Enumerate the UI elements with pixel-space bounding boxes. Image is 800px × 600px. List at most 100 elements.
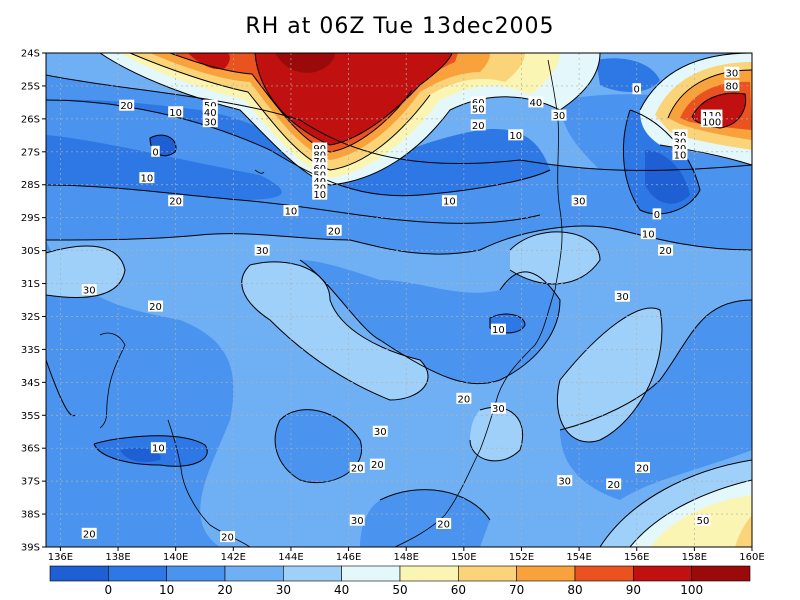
- colorbar-label: 90: [626, 583, 641, 597]
- y-tick-label: 24S: [21, 49, 40, 60]
- contour-label-bg: [436, 517, 452, 529]
- contour-label-text: 0: [654, 210, 660, 221]
- contour-label-text: 20: [169, 197, 182, 208]
- contour-label-bg: [700, 116, 723, 128]
- contour-label-text: 40: [204, 108, 217, 119]
- contour-label: 20: [456, 392, 472, 405]
- y-tick-label: 31S: [21, 279, 40, 290]
- contour-label-text: 0: [634, 85, 640, 96]
- colorbar-segment: [574, 565, 634, 582]
- contour-label: 30: [349, 514, 365, 527]
- y-axis-ticks: 24S 25S 26S 27S 28S 29S 30S 31S 32S 33S 34S 35S 36S 3…: [21, 49, 46, 554]
- colorbar-label: 40: [334, 583, 349, 597]
- contour-label-text: 20: [636, 463, 649, 474]
- contour-label: 20: [436, 517, 452, 530]
- contour-label-bg: [168, 195, 184, 207]
- contour-label: 30: [81, 284, 97, 297]
- contour-label-bg: [220, 531, 236, 543]
- contour-label-text: 50: [472, 104, 485, 115]
- contour-label: 30: [372, 425, 388, 438]
- contour-label: 50: [695, 514, 711, 527]
- y-tick-label: 38S: [21, 510, 40, 521]
- contour-label: 30: [571, 195, 587, 208]
- colorbar-segment: [691, 565, 751, 582]
- y-tick-label: 37S: [21, 477, 40, 488]
- x-tick-label: 142E: [221, 552, 246, 563]
- contour-label-text: 30: [725, 68, 738, 79]
- colorbar: 0 10 20 30 40 50 60 70 80 90 100: [49, 565, 751, 597]
- contour-label: 10: [640, 228, 656, 241]
- y-tick-label: 26S: [21, 114, 40, 125]
- x-tick-label: 138E: [105, 552, 130, 563]
- contour-label-bg: [441, 195, 457, 207]
- contour-label-bg: [254, 244, 270, 256]
- contour-label-bg: [349, 461, 365, 473]
- contour-label: 20: [148, 300, 164, 313]
- contour-label-text: 30: [83, 286, 96, 297]
- contour-label-bg: [168, 106, 184, 118]
- contour-label-bg: [456, 392, 472, 404]
- contour-label-bg: [312, 188, 328, 200]
- contour-label-bg: [139, 172, 155, 184]
- contour-label: 20: [81, 527, 97, 540]
- contour-label: 10: [672, 149, 688, 162]
- contour-label: 30: [557, 475, 573, 488]
- contour-label-text: 30: [351, 516, 364, 527]
- contour-label-bg: [470, 102, 486, 114]
- contour-label-text: 20: [472, 121, 485, 132]
- contour-label-text: 10: [140, 174, 153, 185]
- contour-label-bg: [614, 290, 630, 302]
- contour-label-bg: [672, 129, 688, 141]
- colorbar-label: 50: [392, 583, 407, 597]
- contour-label-bg: [81, 527, 97, 539]
- contour-label: 10: [283, 205, 299, 218]
- contour-label-bg: [150, 442, 166, 454]
- contour-label: 80: [724, 79, 740, 92]
- contour-label-bg: [724, 66, 740, 78]
- contour-label-text: 30: [204, 118, 217, 129]
- contour-label-bg: [202, 99, 218, 111]
- contour-label: 20: [634, 461, 650, 474]
- contour-label-text: 20: [457, 394, 470, 405]
- colorbar-segment: [108, 565, 167, 582]
- y-tick-label: 39S: [21, 543, 40, 554]
- contour-label: 30: [202, 116, 218, 129]
- x-tick-label: 150E: [451, 552, 476, 563]
- contour-label: 30: [254, 244, 270, 257]
- colorbar-label: 20: [217, 583, 232, 597]
- contour-label: 100: [700, 116, 723, 129]
- contour-label-bg: [202, 106, 218, 118]
- contour-label-text: 20: [221, 533, 234, 544]
- contour-label-bg: [148, 300, 164, 312]
- colorbar-segment: [49, 565, 109, 582]
- contour-label-bg: [312, 162, 328, 174]
- colorbar-label: 30: [276, 583, 291, 597]
- contour-label: 30: [551, 109, 567, 122]
- map-title: RH at 06Z Tue 13dec2005: [245, 14, 555, 39]
- contour-label-bg: [557, 475, 573, 487]
- x-tick-label: 148E: [394, 552, 419, 563]
- contour-label-text: 100: [702, 118, 721, 129]
- contour-label-bg: [672, 135, 688, 147]
- contour-label-text: 20: [83, 529, 96, 540]
- colorbar-segment: [633, 565, 692, 582]
- contour-label: 10: [139, 172, 155, 185]
- contour-label: 10: [312, 188, 328, 201]
- contour-label: 0: [632, 83, 641, 96]
- contour-labels: 2010504030010201020908070605040201060504…: [81, 66, 740, 544]
- contour-label-text: 20: [437, 519, 450, 530]
- x-tick-label: 140E: [163, 552, 188, 563]
- contour-label-text: 10: [492, 325, 505, 336]
- contour-label-text: 50: [697, 516, 710, 527]
- contour-label: 0: [652, 208, 662, 221]
- y-tick-label: 29S: [21, 213, 40, 224]
- x-tick-label: 158E: [682, 552, 707, 563]
- contour-label-bg: [119, 99, 135, 111]
- contour-label: 40: [202, 106, 218, 119]
- contour-label-text: 30: [573, 197, 586, 208]
- contour-label: 20: [220, 531, 236, 544]
- contour-label-text: 30: [256, 246, 269, 257]
- contour-label-text: 10: [169, 108, 182, 119]
- contour-label-bg: [312, 175, 328, 187]
- contour-label-text: 30: [558, 477, 571, 488]
